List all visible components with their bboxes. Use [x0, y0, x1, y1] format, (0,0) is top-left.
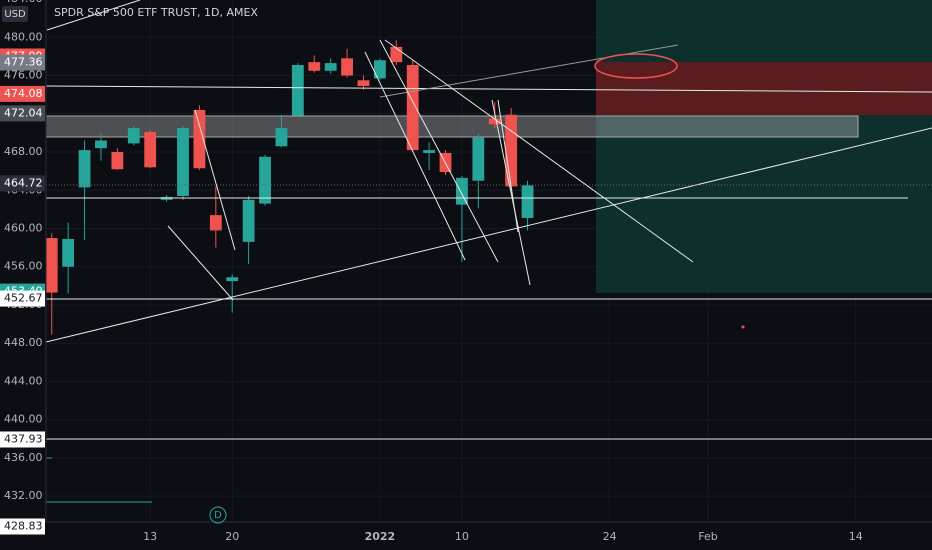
candle-body [242, 199, 255, 242]
price-badge [0, 85, 45, 102]
trend-line [46, 0, 141, 31]
candle-body [472, 137, 485, 181]
price-badge-label: 474.08 [4, 87, 43, 100]
trend-line [364, 51, 466, 261]
candle-body [144, 131, 157, 168]
price-badge [0, 175, 45, 192]
y-tick-label: 468.00 [4, 145, 43, 158]
y-tick-label: 440.00 [4, 413, 43, 426]
candle-body [357, 80, 370, 87]
zone-rectangle [45, 115, 859, 138]
price-badge [0, 54, 45, 71]
price-axis [0, 0, 46, 550]
candle-body [390, 46, 403, 63]
currency: USD [4, 9, 26, 20]
candle-body [373, 60, 386, 79]
price-badge-label: 477.36 [4, 56, 43, 69]
price-badge-label: 464.72 [4, 176, 43, 189]
loss-zone [596, 62, 932, 115]
candle-body [521, 185, 534, 218]
price-badge [0, 105, 45, 122]
price-badge [0, 518, 45, 535]
y-tick-label: 448.00 [4, 336, 43, 349]
drawings [45, 0, 932, 503]
price-badge [0, 431, 45, 448]
candle-body [62, 239, 75, 267]
axis-labels: 484.00480.00476.00472.00468.00464.00460.… [0, 0, 863, 543]
candle-body [95, 140, 107, 149]
x-tick-label: 24 [603, 530, 617, 543]
trend-line [379, 39, 499, 263]
y-tick-label: 480.00 [4, 30, 43, 43]
candle-body [308, 62, 321, 71]
candle-body [127, 128, 140, 144]
candle-body [78, 150, 91, 188]
candle-body [275, 128, 288, 147]
trend-line [45, 85, 932, 93]
trend-line [45, 127, 932, 343]
price-badge [0, 290, 45, 307]
candle-body [505, 114, 518, 187]
candle-body [291, 65, 304, 116]
candle-body [209, 215, 222, 231]
y-tick-label: 444.00 [4, 374, 43, 387]
candle-body [324, 63, 337, 71]
x-tick-label: Feb [698, 530, 717, 543]
dot [741, 325, 745, 329]
y-tick-label: 460.00 [4, 221, 43, 234]
price-badge-label: 428.83 [4, 519, 43, 532]
trend-line [497, 99, 519, 233]
candle-body [177, 128, 189, 196]
trend-line [384, 39, 694, 263]
price-badge-label: 472.04 [4, 106, 43, 119]
candle-body [226, 277, 239, 282]
candle-body [341, 58, 353, 76]
candle-body [193, 109, 206, 169]
currency-box [2, 6, 28, 22]
x-tick-label: 10 [455, 530, 469, 543]
profit-zone [596, 0, 932, 293]
price-badge-label: 452.67 [4, 292, 43, 305]
candle-body [423, 150, 436, 153]
y-tick-label: 476.00 [4, 69, 43, 82]
y-tick-label: 456.00 [4, 260, 43, 273]
dividend-label[interactable]: D [214, 510, 222, 521]
y-tick-label: 436.00 [4, 451, 43, 464]
x-tick-label: 14 [849, 530, 863, 543]
x-tick-label: 13 [143, 530, 157, 543]
candle-body [406, 65, 419, 151]
trend-line [194, 109, 236, 251]
candle-body [259, 156, 271, 204]
y-tick-label: 484.00 [4, 0, 43, 5]
chart-title: SPDR S&P 500 ETF TRUST, 1D, AMEX [54, 6, 258, 19]
candle-body [456, 177, 468, 205]
trend-line [491, 99, 531, 286]
x-tick-label: 2022 [365, 530, 396, 543]
candle-body [45, 238, 58, 293]
dividend-marker[interactable] [209, 506, 227, 524]
price-badge-label: 437.93 [4, 432, 43, 445]
ellipse [594, 53, 678, 79]
x-tick-label: 20 [225, 530, 239, 543]
candle-body [488, 118, 501, 125]
candle-body [111, 152, 124, 170]
trend-line [167, 225, 234, 301]
y-tick-label: 432.00 [4, 489, 43, 502]
